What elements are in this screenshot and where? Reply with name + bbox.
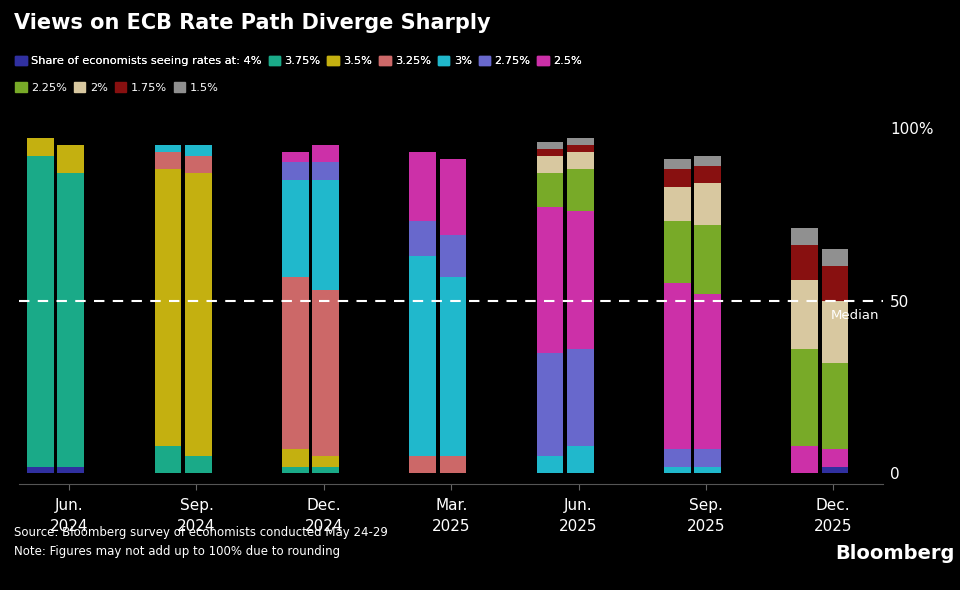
Bar bbox=[822, 301, 849, 363]
Bar bbox=[537, 456, 564, 473]
Bar bbox=[185, 456, 211, 473]
Bar bbox=[694, 183, 721, 225]
Bar bbox=[409, 221, 436, 256]
Bar bbox=[409, 456, 436, 473]
Bar bbox=[58, 145, 84, 173]
Bar bbox=[664, 186, 691, 221]
Bar bbox=[409, 256, 436, 456]
Text: Views on ECB Rate Path Diverge Sharply: Views on ECB Rate Path Diverge Sharply bbox=[14, 13, 491, 33]
Bar bbox=[664, 283, 691, 449]
Bar bbox=[312, 162, 339, 180]
Bar bbox=[440, 277, 467, 456]
Bar bbox=[567, 138, 593, 145]
Bar bbox=[537, 149, 564, 156]
Bar bbox=[282, 467, 309, 473]
Bar bbox=[567, 349, 593, 446]
Bar bbox=[282, 162, 309, 180]
Bar bbox=[537, 208, 564, 352]
Bar bbox=[664, 221, 691, 283]
Bar bbox=[27, 156, 54, 467]
Bar bbox=[567, 145, 593, 152]
Bar bbox=[822, 363, 849, 449]
Bar bbox=[282, 180, 309, 277]
Bar bbox=[282, 277, 309, 449]
Bar bbox=[440, 235, 467, 277]
Bar bbox=[567, 211, 593, 349]
Bar bbox=[664, 159, 691, 169]
Bar bbox=[694, 166, 721, 183]
Bar bbox=[664, 449, 691, 467]
Bar bbox=[822, 266, 849, 301]
Bar bbox=[694, 449, 721, 467]
Bar bbox=[822, 249, 849, 266]
Bar bbox=[791, 446, 818, 473]
Bar bbox=[312, 456, 339, 467]
Bar bbox=[58, 173, 84, 467]
Bar bbox=[440, 159, 467, 235]
Bar bbox=[155, 152, 181, 169]
Bar bbox=[537, 142, 564, 149]
Bar bbox=[791, 245, 818, 280]
Bar bbox=[185, 145, 211, 156]
Bar bbox=[664, 467, 691, 473]
Bar bbox=[694, 294, 721, 449]
Bar bbox=[409, 152, 436, 221]
Bar bbox=[155, 145, 181, 152]
Bar bbox=[282, 449, 309, 467]
Bar bbox=[537, 156, 564, 173]
Bar bbox=[185, 156, 211, 173]
Bar bbox=[312, 180, 339, 290]
Bar bbox=[312, 145, 339, 162]
Bar bbox=[155, 446, 181, 473]
Legend: Share of economists seeing rates at: 4%, 3.75%, 3.5%, 3.25%, 3%, 2.75%, 2.5%: Share of economists seeing rates at: 4%,… bbox=[15, 56, 582, 67]
Bar bbox=[282, 152, 309, 162]
Bar bbox=[58, 467, 84, 473]
Text: Median: Median bbox=[831, 309, 879, 322]
Bar bbox=[664, 169, 691, 186]
Bar bbox=[155, 169, 181, 446]
Bar bbox=[27, 138, 54, 156]
Bar bbox=[567, 446, 593, 473]
Text: Bloomberg: Bloomberg bbox=[835, 545, 954, 563]
Bar bbox=[791, 228, 818, 245]
Text: Source: Bloomberg survey of economists conducted May 24-29
Note: Figures may not: Source: Bloomberg survey of economists c… bbox=[14, 526, 388, 558]
Bar bbox=[440, 456, 467, 473]
Bar bbox=[185, 173, 211, 456]
Bar bbox=[694, 156, 721, 166]
Bar bbox=[822, 449, 849, 467]
Bar bbox=[694, 467, 721, 473]
Bar bbox=[312, 467, 339, 473]
Bar bbox=[791, 280, 818, 349]
Legend: 2.25%, 2%, 1.75%, 1.5%: 2.25%, 2%, 1.75%, 1.5% bbox=[15, 83, 218, 93]
Bar bbox=[694, 225, 721, 294]
Bar bbox=[822, 467, 849, 473]
Bar bbox=[567, 152, 593, 169]
Bar bbox=[537, 173, 564, 208]
Bar bbox=[791, 349, 818, 446]
Bar bbox=[27, 467, 54, 473]
Bar bbox=[537, 352, 564, 456]
Bar bbox=[567, 169, 593, 211]
Bar bbox=[312, 290, 339, 456]
